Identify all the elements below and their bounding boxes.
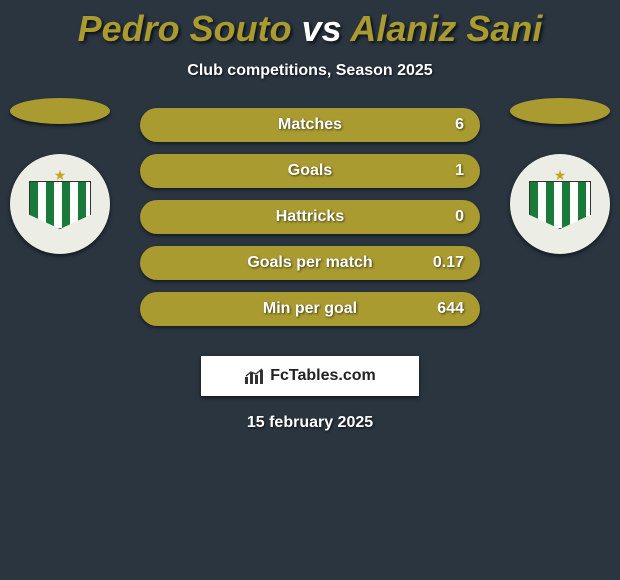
- footer-date: 15 february 2025: [0, 414, 620, 432]
- stat-bar-goals-per-match: Goals per match 0.17: [140, 246, 480, 280]
- stripes-icon: [529, 181, 591, 229]
- stat-label: Goals: [288, 162, 332, 180]
- stat-value-right: 0.17: [433, 254, 464, 272]
- stat-value-right: 0: [455, 208, 464, 226]
- club-badge-icon: ★: [29, 169, 91, 239]
- stat-value-right: 644: [437, 300, 464, 318]
- player2-ellipse-icon: [510, 98, 610, 124]
- brand-text: FcTables.com: [270, 367, 376, 385]
- title-player2: Alaniz Sani: [350, 8, 542, 49]
- stat-label: Matches: [278, 116, 342, 134]
- bar-chart-icon: [244, 367, 266, 385]
- stripes-icon: [29, 181, 91, 229]
- club-badge-icon: ★: [529, 169, 591, 239]
- title-vs: vs: [292, 8, 351, 49]
- stat-label: Goals per match: [247, 254, 372, 272]
- subtitle: Club competitions, Season 2025: [0, 62, 620, 80]
- stat-bar-goals: Goals 1: [140, 154, 480, 188]
- stat-label: Hattricks: [276, 208, 344, 226]
- title-player1: Pedro Souto: [78, 8, 292, 49]
- stat-bar-matches: Matches 6: [140, 108, 480, 142]
- player2-avatar-column: ★: [500, 98, 620, 254]
- player1-ellipse-icon: [10, 98, 110, 124]
- brand-logo[interactable]: FcTables.com: [201, 356, 419, 396]
- stats-area: ★ ★ Matches 6 Goals 1 Hattricks 0 Goals …: [0, 108, 620, 348]
- player1-club-badge: ★: [10, 154, 110, 254]
- stat-value-right: 1: [455, 162, 464, 180]
- stat-bar-min-per-goal: Min per goal 644: [140, 292, 480, 326]
- stat-bar-hattricks: Hattricks 0: [140, 200, 480, 234]
- stat-label: Min per goal: [263, 300, 357, 318]
- page-title: Pedro Souto vs Alaniz Sani: [0, 0, 620, 50]
- stat-bars: Matches 6 Goals 1 Hattricks 0 Goals per …: [140, 108, 480, 338]
- player1-avatar-column: ★: [0, 98, 120, 254]
- stat-value-right: 6: [455, 116, 464, 134]
- player2-club-badge: ★: [510, 154, 610, 254]
